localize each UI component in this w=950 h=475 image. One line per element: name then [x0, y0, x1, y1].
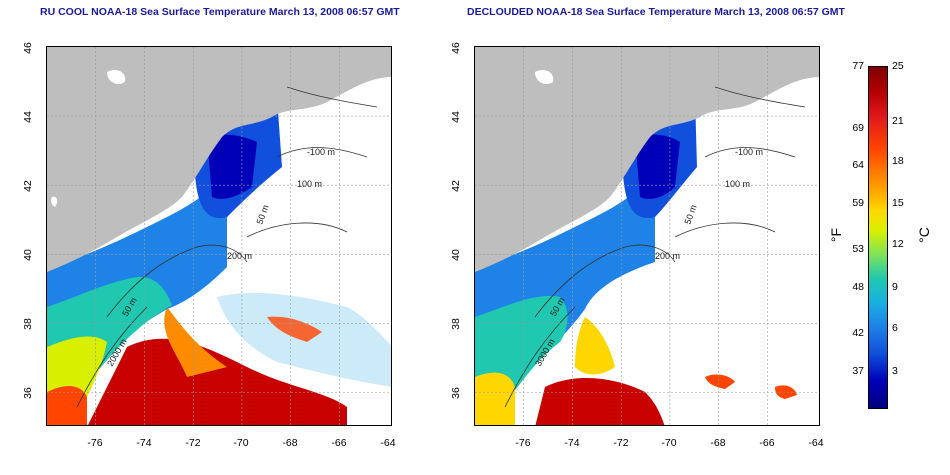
x-tick: -70 [233, 437, 249, 449]
y-tick: 40 [450, 249, 462, 261]
colorbar-f-tick: 48 [852, 281, 864, 293]
fahrenheit-unit-label: °F [828, 227, 845, 243]
contour-label: -100 m [735, 147, 763, 157]
colorbar-f-tick: 53 [852, 243, 864, 255]
y-tick: 46 [450, 42, 462, 54]
y-tick: 44 [450, 111, 462, 123]
colorbar-c-tick: 12 [892, 238, 904, 250]
y-tick: 36 [22, 387, 34, 399]
colorbar-f-tick: 42 [852, 327, 864, 339]
y-tick: 36 [450, 387, 462, 399]
contour-label: 100 m [725, 179, 750, 189]
x-tick: -72 [185, 437, 201, 449]
left-panel-title: RU COOL NOAA-18 Sea Surface Temperature … [40, 6, 400, 18]
celsius-unit-label: °C [915, 227, 932, 243]
x-tick: -74 [136, 437, 152, 449]
x-tick: -66 [759, 437, 775, 449]
x-tick: -64 [808, 437, 824, 449]
right-panel-title: DECLOUDED NOAA-18 Sea Surface Temperatur… [467, 6, 845, 18]
x-tick: -72 [613, 437, 629, 449]
x-tick: -68 [710, 437, 726, 449]
colorbar-f-tick: 37 [852, 365, 864, 377]
x-tick: -70 [661, 437, 677, 449]
x-tick: -76 [515, 437, 531, 449]
colorbar-c-tick: 6 [892, 322, 898, 334]
x-tick: -68 [282, 437, 298, 449]
colorbar-f-tick: 77 [852, 60, 864, 72]
x-tick: -66 [331, 437, 347, 449]
colorbar-f-tick: 64 [852, 159, 864, 171]
colorbar-c-tick: 18 [892, 155, 904, 167]
colorbar-c-tick: 3 [892, 365, 898, 377]
colorbar-f-tick: 69 [852, 122, 864, 134]
x-tick: -76 [87, 437, 103, 449]
y-tick: 40 [22, 249, 34, 261]
contour-label: 200 m [227, 251, 252, 261]
y-tick: 38 [450, 318, 462, 330]
raw-sst-map-canvas: -100 m 100 m 50 m 200 m 50 m 2000 m [47, 47, 391, 425]
x-tick: -74 [564, 437, 580, 449]
y-tick: 46 [22, 42, 34, 54]
contour-label: -100 m [307, 147, 335, 157]
x-tick: -64 [380, 437, 396, 449]
y-tick: 42 [22, 180, 34, 192]
declouded-sst-map-canvas: -100 m 100 m 50 m 200 m 50 m 3000 m [475, 47, 819, 425]
colorbar-c-tick: 15 [892, 197, 904, 209]
raw-sst-map: -100 m 100 m 50 m 200 m 50 m 2000 m [46, 46, 392, 426]
contour-label: 100 m [297, 179, 322, 189]
declouded-sst-map: -100 m 100 m 50 m 200 m 50 m 3000 m [474, 46, 820, 426]
y-tick: 38 [22, 318, 34, 330]
colorbar-c-tick: 25 [892, 60, 904, 72]
y-tick: 44 [22, 111, 34, 123]
colorbar-f-tick: 59 [852, 197, 864, 209]
contour-label: 200 m [655, 251, 680, 261]
colorbar-c-tick: 9 [892, 281, 898, 293]
colorbar-c-tick: 21 [892, 115, 904, 127]
temperature-colorbar [868, 66, 888, 409]
y-tick: 42 [450, 180, 462, 192]
